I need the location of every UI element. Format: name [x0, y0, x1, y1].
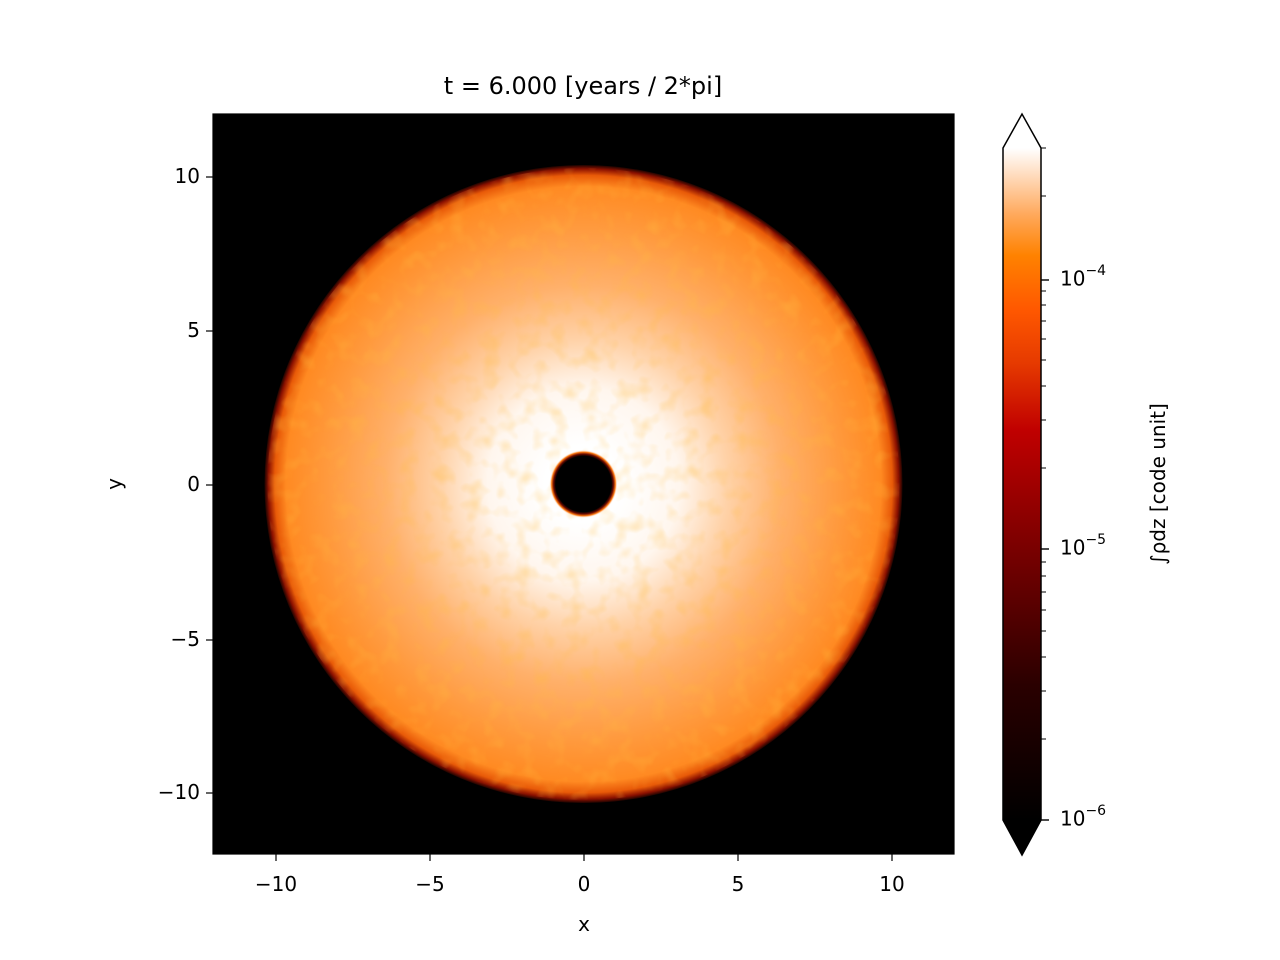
x-tick-label: −10	[254, 872, 298, 896]
inner-cavity	[549, 450, 618, 518]
y-tick-label: −5	[170, 627, 200, 651]
colorbar	[1002, 112, 1049, 857]
x-tick-label: −5	[415, 872, 445, 896]
colorbar-tick-label: 10−6	[1060, 803, 1107, 831]
y-tick-label: 10	[174, 164, 200, 188]
x-tick-label: 10	[879, 872, 905, 896]
x-ticks	[275, 854, 893, 861]
x-tick-label: 5	[731, 872, 745, 896]
y-axis-label: y	[102, 478, 126, 490]
y-tick-label: 0	[187, 472, 200, 496]
colorbar-extend-min	[1003, 820, 1041, 855]
y-tick-label: 5	[187, 318, 200, 342]
y-ticks	[206, 176, 213, 794]
x-tick-label: 0	[577, 872, 591, 896]
colorbar-extend-max	[1003, 114, 1041, 148]
y-tick-label: −10	[157, 780, 200, 804]
chart-title: t = 6.000 [years / 2*pi]	[443, 72, 723, 100]
colorbar-label: ∫ρdz [code unit]	[1146, 403, 1170, 565]
colorbar-tick-label: 10−5	[1060, 532, 1107, 560]
x-axis-label: x	[578, 912, 590, 936]
colorbar-tick-label: 10−4	[1060, 263, 1107, 291]
